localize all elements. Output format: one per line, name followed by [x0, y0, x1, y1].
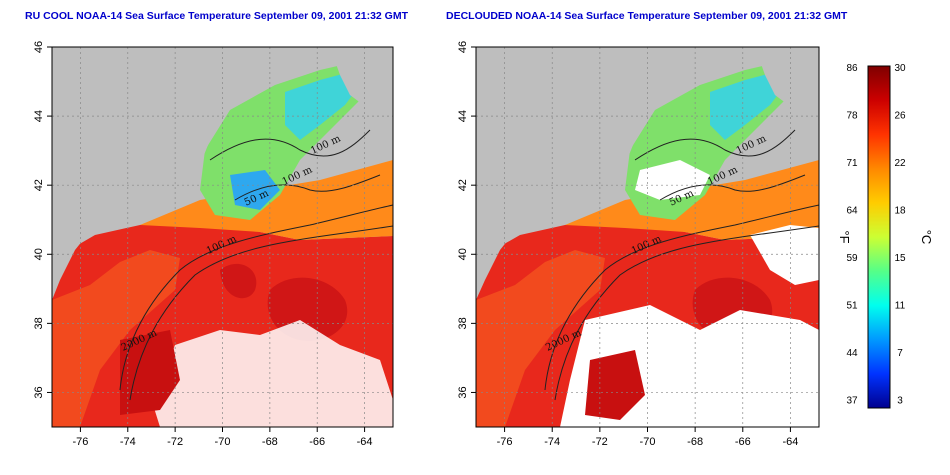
cloud-mask-east — [750, 225, 819, 285]
y-tick-label: 36 — [33, 386, 45, 398]
x-tick-label: -70 — [215, 436, 231, 448]
shelf-warm-water — [476, 250, 605, 427]
southern-dark-water — [120, 330, 180, 415]
colorbar-gradient — [867, 65, 891, 409]
shelf-warm-water — [52, 250, 180, 427]
x-tick-label: -74 — [120, 436, 136, 448]
left-map-title: RU COOL NOAA-14 Sea Surface Temperature … — [25, 10, 409, 22]
y-tick-label: 42 — [457, 179, 469, 191]
fahrenheit-tick-label: 86 — [846, 63, 858, 74]
georges-bank-cold-water — [285, 72, 360, 140]
contour-shelf-break — [544, 204, 820, 391]
x-tick-label: -72 — [167, 436, 183, 448]
celsius-tick-label: 22 — [894, 158, 906, 169]
warm-eddy — [220, 263, 257, 299]
fahrenheit-tick-label: 78 — [846, 111, 858, 122]
left-x-axis: -76 -74 -72 -70 -68 -66 -64 — [72, 427, 373, 448]
right-y-axis: 36 38 40 42 44 46 — [457, 41, 476, 399]
x-tick-label: -68 — [262, 436, 278, 448]
celsius-tick-label: 7 — [897, 348, 903, 359]
celsius-tick-label: 26 — [894, 111, 906, 122]
contour-shelf-break — [119, 204, 394, 391]
y-tick-label: 38 — [457, 317, 469, 329]
y-tick-label: 40 — [33, 248, 45, 260]
y-tick-label: 46 — [457, 41, 469, 53]
y-tick-label: 40 — [457, 248, 469, 260]
celsius-tick-label: 18 — [894, 206, 906, 217]
celsius-tick-label: 11 — [895, 301, 906, 312]
x-tick-label: -72 — [592, 436, 608, 448]
x-tick-label: -64 — [782, 436, 798, 448]
contour-50m — [234, 174, 381, 201]
fahrenheit-tick-label: 51 — [846, 301, 858, 312]
y-tick-label: 46 — [33, 41, 45, 53]
y-tick-label: 44 — [33, 110, 45, 122]
right-x-axis: -76 -74 -72 -70 -68 -66 -64 — [497, 427, 798, 448]
x-tick-label: -76 — [497, 436, 513, 448]
fahrenheit-tick-label: 37 — [846, 396, 858, 407]
x-tick-label: -76 — [72, 436, 88, 448]
nova-scotia-coast — [755, 47, 819, 125]
land-coast — [52, 47, 393, 300]
y-tick-label: 44 — [457, 110, 469, 122]
celsius-tick-label: 15 — [894, 253, 906, 264]
celsius-tick-labels: 30 26 22 18 15 11 7 3 — [894, 63, 906, 407]
cloud-mask-north — [635, 160, 710, 200]
x-tick-label: -68 — [687, 436, 703, 448]
x-tick-label: -74 — [544, 436, 560, 448]
fahrenheit-tick-label: 59 — [846, 253, 858, 264]
x-tick-label: -66 — [309, 436, 325, 448]
fahrenheit-tick-label: 71 — [846, 158, 858, 169]
contour-100m — [209, 129, 371, 161]
contour-2000m — [129, 225, 394, 401]
contour-50m — [659, 174, 806, 201]
nova-scotia-coast — [330, 47, 393, 125]
fahrenheit-tick-label: 64 — [846, 206, 858, 217]
x-tick-label: -66 — [735, 436, 751, 448]
fahrenheit-unit-label: °F — [837, 230, 852, 243]
right-map-title: DECLOUDED NOAA-14 Sea Surface Temperatur… — [446, 10, 848, 22]
celsius-tick-label: 3 — [897, 396, 903, 407]
y-tick-label: 36 — [457, 386, 469, 398]
x-tick-label: -64 — [357, 436, 373, 448]
x-tick-label: -70 — [640, 436, 656, 448]
georges-bank-cold-water — [710, 72, 785, 140]
right-gridlines — [476, 46, 819, 427]
contour-100m — [634, 129, 796, 161]
celsius-unit-label: °C — [919, 230, 934, 245]
fahrenheit-tick-labels: 86 78 71 64 59 51 44 37 — [846, 63, 858, 407]
left-y-axis: 36 38 40 42 44 46 — [33, 41, 52, 399]
land-coast — [476, 47, 819, 300]
temperature-colorbar: 86 78 71 64 59 51 44 37 30 26 22 18 15 11 7 3 °F °C — [837, 63, 934, 409]
celsius-tick-label: 30 — [894, 63, 906, 74]
y-tick-label: 38 — [33, 317, 45, 329]
fahrenheit-tick-label: 44 — [846, 348, 858, 359]
y-tick-label: 42 — [33, 179, 45, 191]
clouds — [150, 320, 393, 427]
